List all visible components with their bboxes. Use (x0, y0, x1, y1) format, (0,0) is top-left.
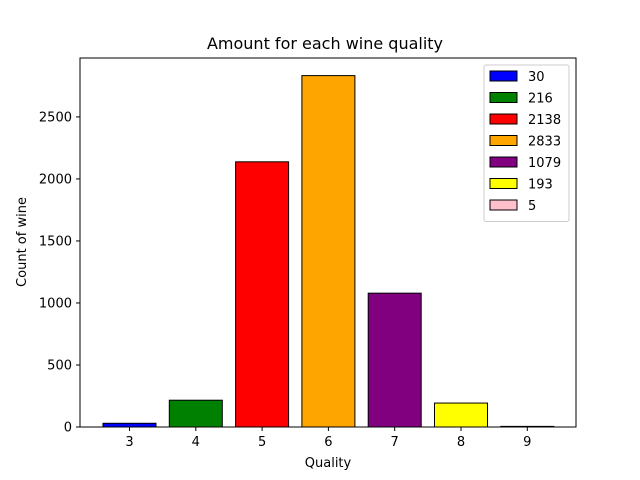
bar-quality-7 (367, 292, 422, 428)
legend: 30 216 2138 2833 1079 193 5 (483, 64, 570, 222)
y-tick-label: 1000 (39, 296, 72, 311)
y-tick-label: 0 (64, 421, 72, 436)
x-axis-label: Quality (305, 456, 352, 471)
x-tick-label: 3 (125, 435, 133, 450)
legend-swatch (489, 178, 518, 189)
x-tick-label: 5 (258, 435, 266, 450)
x-tick-label: 7 (391, 435, 399, 450)
bar-quality-6 (301, 75, 356, 428)
x-tick-label: 9 (523, 435, 531, 450)
bar-quality-8 (434, 402, 488, 428)
bar-quality-4 (168, 399, 223, 428)
legend-label: 2138 (528, 113, 561, 128)
legend-swatch (489, 199, 518, 211)
legend-label: 193 (528, 178, 553, 193)
bar-quality-5 (235, 161, 290, 428)
y-axis-label: Count of wine (15, 197, 30, 287)
y-tick-label: 2500 (39, 110, 72, 125)
legend-label: 1079 (528, 156, 561, 171)
x-axis: 3 4 5 6 7 8 9 (125, 427, 531, 450)
legend-swatch (489, 92, 518, 103)
x-tick-label: 6 (324, 435, 332, 450)
y-axis: 0 500 1000 1500 2000 2500 (39, 110, 80, 436)
legend-label: 2833 (528, 135, 561, 150)
legend-swatch (489, 70, 518, 82)
legend-label: 30 (528, 70, 545, 85)
y-tick-label: 500 (47, 358, 72, 373)
legend-swatch (489, 135, 518, 146)
legend-label: 5 (528, 199, 536, 214)
legend-swatch (489, 156, 518, 168)
x-tick-label: 4 (192, 435, 200, 450)
y-tick-label: 1500 (39, 234, 72, 249)
x-tick-label: 8 (457, 435, 465, 450)
y-tick-label: 2000 (39, 172, 72, 187)
bar-quality-3 (102, 422, 157, 428)
legend-swatch (489, 113, 518, 125)
chart-title: Amount for each wine quality (207, 34, 443, 53)
legend-label: 216 (528, 92, 553, 107)
